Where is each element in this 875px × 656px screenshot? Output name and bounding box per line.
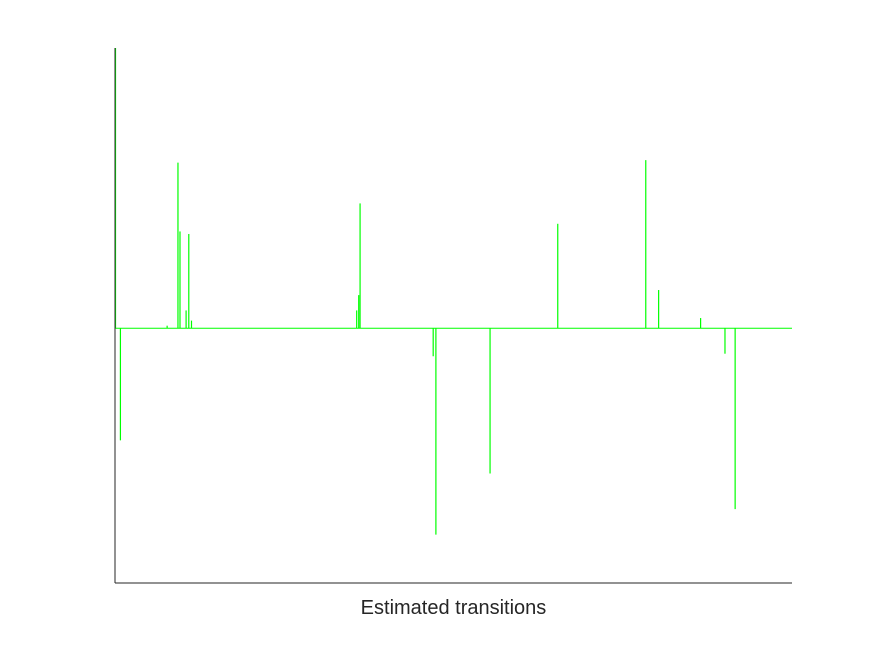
x-axis-label: Estimated transitions <box>361 597 547 619</box>
